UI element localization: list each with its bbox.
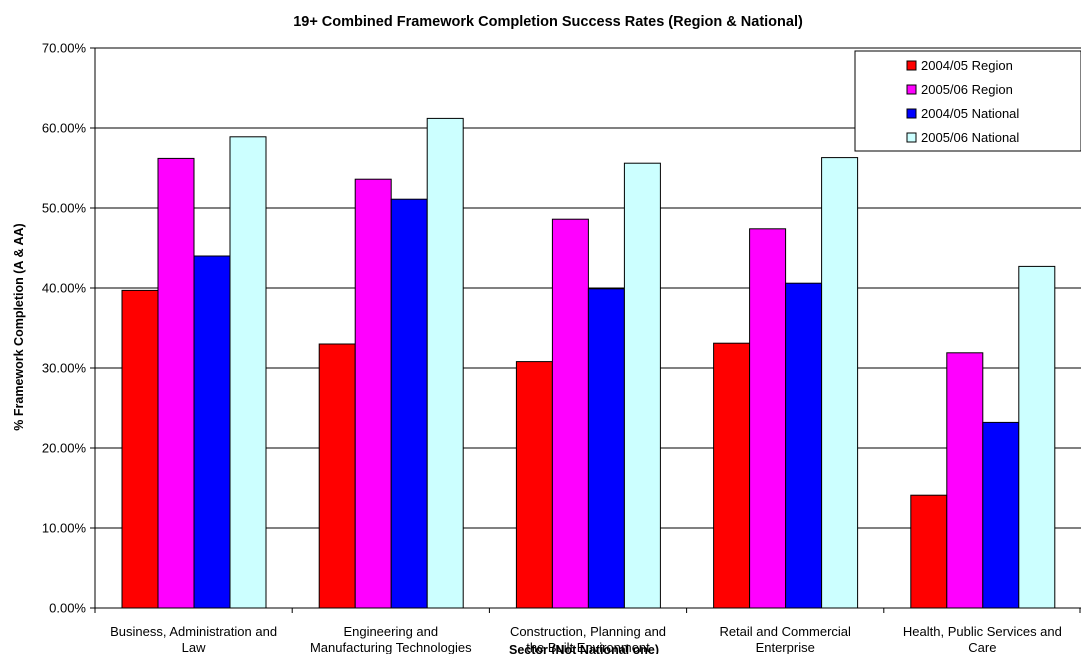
bar	[551, 218, 589, 609]
bar	[354, 178, 392, 609]
y-tick-labels: 0.00% 10.00% 20.00% 30.00% 40.00% 50.00% 60.00…	[42, 41, 87, 616]
x-category-label: Construction, Planning and	[510, 624, 666, 639]
y-axis-title: % Framework Completion (A & AA)	[12, 223, 26, 430]
y-tick-label: 50.00%	[42, 201, 87, 216]
legend-label: 2005/06 National	[921, 130, 1019, 145]
bar	[318, 343, 356, 609]
bar	[157, 157, 195, 609]
bar	[821, 157, 859, 609]
bar	[946, 352, 984, 609]
legend-label: 2005/06 Region	[921, 82, 1013, 97]
bar	[193, 255, 231, 609]
bar	[623, 162, 661, 609]
chart-title: 19+ Combined Framework Completion Succes…	[293, 14, 803, 30]
bar	[749, 228, 787, 609]
legend-swatch	[906, 60, 917, 71]
y-tick-label: 0.00%	[49, 601, 86, 616]
y-tick-label: 70.00%	[42, 41, 87, 56]
legend-swatch	[906, 84, 917, 95]
bar	[390, 198, 428, 609]
legend: 2004/05 Region 2005/06 Region 2004/05 Nati…	[854, 50, 1081, 152]
y-tick-label: 10.00%	[42, 521, 87, 536]
bars	[121, 117, 1056, 609]
bar	[910, 494, 948, 609]
x-category-label: Engineering and	[343, 624, 438, 639]
x-category-label: Retail and Commercial	[719, 624, 851, 639]
legend-swatch	[906, 132, 917, 143]
y-tick-label: 30.00%	[42, 361, 87, 376]
bar	[1018, 265, 1056, 609]
y-tick-label: 20.00%	[42, 441, 87, 456]
y-tick-label: 40.00%	[42, 281, 87, 296]
x-axis-title: Sector (Not National one)	[509, 643, 659, 654]
bar	[121, 289, 159, 609]
bar	[785, 282, 823, 609]
bar	[426, 117, 464, 609]
x-category-label: Health, Public Services and	[903, 624, 1062, 639]
legend-box	[854, 50, 1081, 152]
x-category-label: Enterprise	[756, 640, 815, 654]
x-category-label: Manufacturing Technologies	[310, 640, 472, 654]
x-category-label: Business, Administration and	[110, 624, 277, 639]
legend-label: 2004/05 National	[921, 106, 1019, 121]
y-tick-label: 60.00%	[42, 121, 87, 136]
legend-swatch	[906, 108, 917, 119]
bar	[515, 361, 553, 609]
legend-label: 2004/05 Region	[921, 58, 1013, 73]
x-category-label: Law	[182, 640, 206, 654]
axes	[90, 47, 1081, 613]
x-category-label: the Built Environment	[526, 640, 650, 654]
bar	[229, 136, 267, 609]
bar	[587, 288, 625, 609]
x-category-label: Care	[968, 640, 996, 654]
bar	[713, 342, 751, 609]
bar	[982, 421, 1020, 609]
